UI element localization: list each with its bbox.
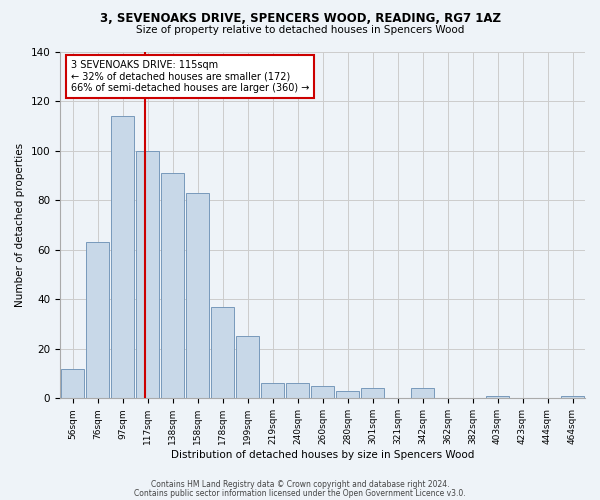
Text: Contains HM Land Registry data © Crown copyright and database right 2024.: Contains HM Land Registry data © Crown c… xyxy=(151,480,449,489)
Bar xyxy=(86,242,109,398)
Bar xyxy=(136,150,160,398)
Text: 3, SEVENOAKS DRIVE, SPENCERS WOOD, READING, RG7 1AZ: 3, SEVENOAKS DRIVE, SPENCERS WOOD, READI… xyxy=(100,12,500,26)
Bar xyxy=(560,396,584,398)
Bar xyxy=(311,386,334,398)
Bar xyxy=(236,336,259,398)
Bar xyxy=(361,388,385,398)
Bar xyxy=(260,384,284,398)
Bar xyxy=(61,368,85,398)
Bar xyxy=(410,388,434,398)
Bar xyxy=(110,116,134,399)
Bar xyxy=(185,192,209,398)
Bar xyxy=(286,384,310,398)
Text: Size of property relative to detached houses in Spencers Wood: Size of property relative to detached ho… xyxy=(136,25,464,35)
Bar xyxy=(485,396,509,398)
Bar xyxy=(161,173,184,398)
Text: Contains public sector information licensed under the Open Government Licence v3: Contains public sector information licen… xyxy=(134,489,466,498)
Bar xyxy=(335,391,359,398)
Bar xyxy=(211,306,235,398)
X-axis label: Distribution of detached houses by size in Spencers Wood: Distribution of detached houses by size … xyxy=(171,450,474,460)
Text: 3 SEVENOAKS DRIVE: 115sqm
← 32% of detached houses are smaller (172)
66% of semi: 3 SEVENOAKS DRIVE: 115sqm ← 32% of detac… xyxy=(71,60,309,94)
Y-axis label: Number of detached properties: Number of detached properties xyxy=(15,143,25,307)
